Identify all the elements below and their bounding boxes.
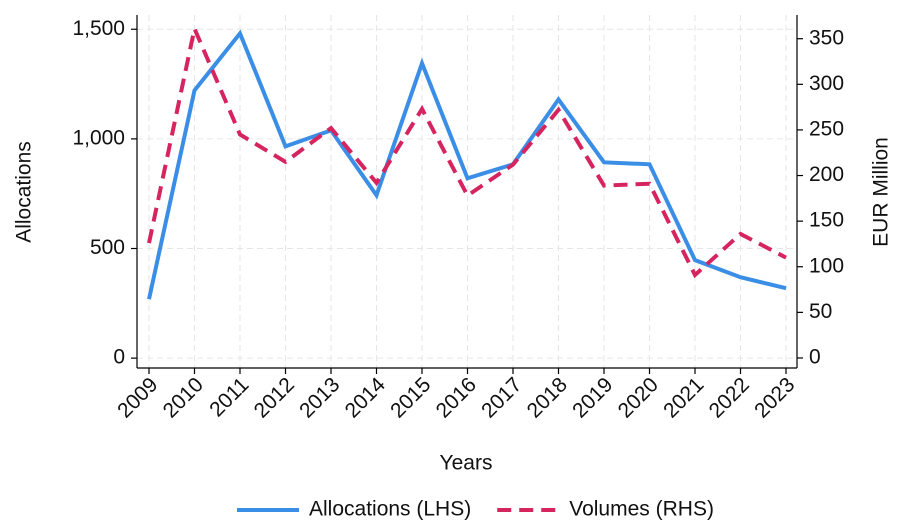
- y2-tick-label: 300: [809, 72, 844, 95]
- x-axis-title: Years: [440, 452, 493, 475]
- x-tick-label: 2011: [205, 373, 253, 421]
- x-tick-label: 2010: [159, 373, 208, 422]
- y2-tick-label: 50: [809, 300, 832, 323]
- y2-tick-label: 250: [809, 117, 844, 140]
- x-tick-label: 2012: [250, 373, 299, 422]
- y-tick-label: 0: [113, 346, 125, 369]
- legend-label: Volumes (RHS): [569, 498, 714, 521]
- y-tick-label: 500: [90, 236, 125, 259]
- y2-tick-label: 150: [809, 209, 844, 232]
- legend-label: Allocations (LHS): [309, 498, 471, 521]
- y-tick-label: 1,000: [72, 126, 125, 149]
- y2-tick-label: 350: [809, 26, 844, 49]
- x-tick-label: 2021: [659, 373, 708, 422]
- y2-tick-label: 200: [809, 163, 844, 186]
- x-tick-label: 2014: [341, 373, 391, 423]
- y2-tick-label: 100: [809, 254, 844, 277]
- x-tick-label: 2017: [477, 373, 526, 422]
- x-tick-label: 2022: [705, 373, 754, 422]
- x-tick-label: 2016: [432, 373, 481, 422]
- x-tick-label: 2018: [523, 373, 572, 422]
- x-tick-label: 2019: [568, 373, 617, 422]
- x-tick-label: 2015: [386, 373, 435, 422]
- y2-axis-title: EUR Million: [870, 137, 893, 247]
- y-axis-title: Allocations: [13, 141, 36, 243]
- y2-tick-label: 0: [809, 346, 821, 369]
- series-line: [147, 29, 787, 300]
- y-tick-label: 1,500: [72, 17, 125, 40]
- x-tick-label: 2009: [113, 373, 162, 422]
- x-tick-label: 2023: [750, 373, 799, 422]
- series-line: [147, 22, 787, 279]
- x-tick-label: 2020: [614, 373, 663, 422]
- x-tick-label: 2013: [295, 373, 344, 422]
